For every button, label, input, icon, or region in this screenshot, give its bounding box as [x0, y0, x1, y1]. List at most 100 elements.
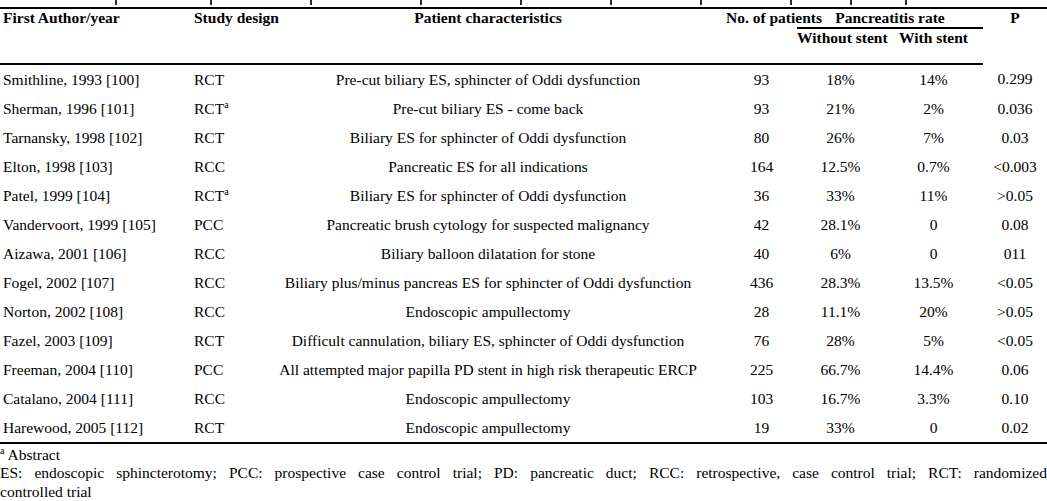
- cell-pancreatitis-without-stent: 33%: [797, 413, 884, 443]
- cell-p-value: <0.05: [983, 326, 1047, 355]
- cell-pancreatitis-without-stent: 28%: [797, 326, 884, 355]
- cell-patient-characteristics: Endoscopic ampullectomy: [250, 413, 726, 443]
- col-header-without-stent: Without stent: [797, 28, 884, 64]
- cell-p-value: 0.03: [983, 123, 1047, 152]
- cell-pancreatitis-with-stent: 0.7%: [884, 152, 983, 181]
- col-header-pancreatitis-rate: Pancreatitis rate: [797, 8, 983, 28]
- cell-study-design: RCT: [194, 326, 250, 355]
- table-body: Smithline, 1993 [100] RCT Pre-cut biliar…: [0, 64, 1047, 443]
- cell-no-of-patients: 225: [726, 355, 797, 384]
- cell-no-of-patients: 40: [726, 239, 797, 268]
- cell-no-of-patients: 42: [726, 210, 797, 239]
- cell-no-of-patients: 36: [726, 181, 797, 210]
- text-remnant: [420, 0, 422, 5]
- cell-study-design: RCC: [194, 152, 250, 181]
- cell-pancreatitis-with-stent: 14%: [884, 64, 983, 94]
- cell-pancreatitis-without-stent: 11.1%: [797, 297, 884, 326]
- cell-study-design: RCT: [194, 413, 250, 443]
- cell-patient-characteristics: Biliary plus/minus pancreas ES for sphin…: [250, 268, 726, 297]
- cell-pancreatitis-with-stent: 14.4%: [884, 355, 983, 384]
- col-header-p-value: P: [983, 8, 1047, 64]
- cell-patient-characteristics: Pancreatic brush cytology for suspected …: [250, 210, 726, 239]
- cell-p-value: 0.299: [983, 64, 1047, 94]
- cell-p-value: 0.10: [983, 384, 1047, 413]
- cell-pancreatitis-with-stent: 20%: [884, 297, 983, 326]
- cell-patient-characteristics: Pancreatic ES for all indications: [250, 152, 726, 181]
- table-row: Aizawa, 2001 [106] RCC Biliary balloon d…: [0, 239, 1047, 268]
- col-header-no-of-patients: No. of patients: [726, 8, 797, 64]
- cell-pancreatitis-with-stent: 7%: [884, 123, 983, 152]
- pancreatitis-study-table: First Author/year Study design Patient c…: [0, 7, 1047, 444]
- cell-first-author-year: Elton, 1998 [103]: [0, 152, 194, 181]
- text-remnant: [115, 0, 117, 5]
- study-design-value: RCT: [194, 71, 224, 88]
- study-design-value: RCT: [194, 332, 224, 349]
- cell-no-of-patients: 436: [726, 268, 797, 297]
- col-header-first-author-year: First Author/year: [0, 8, 194, 64]
- table-row: Elton, 1998 [103] RCC Pancreatic ES for …: [0, 152, 1047, 181]
- cell-first-author-year: Fogel, 2002 [107]: [0, 268, 194, 297]
- cell-patient-characteristics: Endoscopic ampullectomy: [250, 384, 726, 413]
- cell-no-of-patients: 93: [726, 64, 797, 94]
- study-design-value: RCC: [194, 245, 225, 262]
- study-design-value: RCT: [194, 100, 224, 117]
- footnotes: aAbstract ES: endoscopic sphincterotomy;…: [0, 446, 1047, 501]
- cell-study-design: RCTa: [194, 94, 250, 123]
- table-row: Tarnansky, 1998 [102] RCT Biliary ES for…: [0, 123, 1047, 152]
- text-remnant: [700, 0, 702, 5]
- footnote-marker-text: Abstract: [7, 446, 60, 463]
- cell-p-value: 011: [983, 239, 1047, 268]
- table-row: Fogel, 2002 [107] RCC Biliary plus/minus…: [0, 268, 1047, 297]
- cell-patient-characteristics: Endoscopic ampullectomy: [250, 297, 726, 326]
- study-design-value: RCC: [194, 303, 225, 320]
- footnote-abbreviations-line1: ES: endoscopic sphincterotomy; PCC: pros…: [0, 463, 1047, 482]
- cell-study-design: RCT: [194, 64, 250, 94]
- cell-first-author-year: Freeman, 2004 [110]: [0, 355, 194, 384]
- cell-first-author-year: Vandervoort, 1999 [105]: [0, 210, 194, 239]
- cell-study-design: RCC: [194, 268, 250, 297]
- cell-no-of-patients: 76: [726, 326, 797, 355]
- study-design-value: PCC: [194, 216, 223, 233]
- cell-patient-characteristics: Biliary ES for sphincter of Oddi dysfunc…: [250, 123, 726, 152]
- cell-first-author-year: Fazel, 2003 [109]: [0, 326, 194, 355]
- text-remnant: [310, 0, 312, 5]
- cell-first-author-year: Patel, 1999 [104]: [0, 181, 194, 210]
- footnote-abbreviations-line2: controlled trial: [0, 482, 1047, 501]
- text-remnant: [850, 0, 852, 5]
- cell-study-design: PCC: [194, 355, 250, 384]
- text-remnant: [210, 0, 212, 5]
- table-row: Smithline, 1993 [100] RCT Pre-cut biliar…: [0, 64, 1047, 94]
- cell-pancreatitis-with-stent: 13.5%: [884, 268, 983, 297]
- cell-pancreatitis-with-stent: 3.3%: [884, 384, 983, 413]
- cell-pancreatitis-without-stent: 6%: [797, 239, 884, 268]
- table-row: Norton, 2002 [108] RCC Endoscopic ampull…: [0, 297, 1047, 326]
- cell-pancreatitis-with-stent: 0: [884, 210, 983, 239]
- cell-pancreatitis-without-stent: 21%: [797, 94, 884, 123]
- cell-patient-characteristics: Pre-cut biliary ES, sphincter of Oddi dy…: [250, 64, 726, 94]
- cell-p-value: 0.02: [983, 413, 1047, 443]
- cell-study-design: RCC: [194, 297, 250, 326]
- cell-pancreatitis-without-stent: 28.1%: [797, 210, 884, 239]
- cell-no-of-patients: 80: [726, 123, 797, 152]
- cropped-caption-sliver: [0, 0, 1047, 7]
- text-remnant: [610, 0, 612, 5]
- cell-first-author-year: Harewood, 2005 [112]: [0, 413, 194, 443]
- cell-p-value: 0.08: [983, 210, 1047, 239]
- table-row: Harewood, 2005 [112] RCT Endoscopic ampu…: [0, 413, 1047, 443]
- table-row: Vandervoort, 1999 [105] PCC Pancreatic b…: [0, 210, 1047, 239]
- cell-no-of-patients: 93: [726, 94, 797, 123]
- table-row: Catalano, 2004 [111] RCC Endoscopic ampu…: [0, 384, 1047, 413]
- cell-no-of-patients: 103: [726, 384, 797, 413]
- cell-first-author-year: Smithline, 1993 [100]: [0, 64, 194, 94]
- cell-p-value: <0.003: [983, 152, 1047, 181]
- cell-pancreatitis-without-stent: 12.5%: [797, 152, 884, 181]
- study-design-value: RCC: [194, 274, 225, 291]
- col-header-study-design: Study design: [194, 8, 250, 64]
- cell-pancreatitis-with-stent: 11%: [884, 181, 983, 210]
- cell-pancreatitis-without-stent: 18%: [797, 64, 884, 94]
- cell-study-design: RCC: [194, 384, 250, 413]
- cell-patient-characteristics: Difficult cannulation, biliary ES, sphin…: [250, 326, 726, 355]
- study-design-superscript: a: [224, 98, 228, 109]
- text-remnant: [790, 0, 792, 5]
- cell-no-of-patients: 28: [726, 297, 797, 326]
